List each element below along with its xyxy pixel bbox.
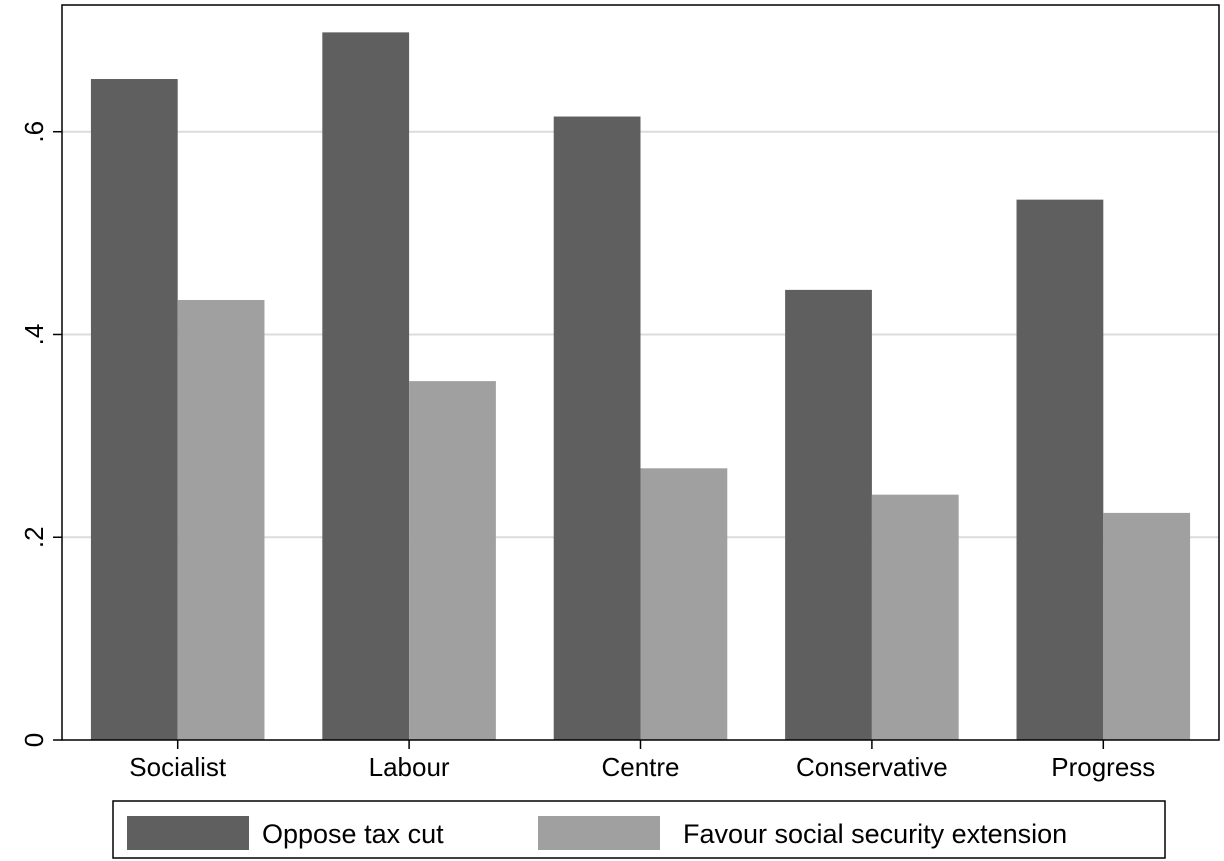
bar-conservative-series-1	[785, 289, 872, 740]
bar-socialist-series-2	[177, 300, 265, 740]
y-tick-label: .4	[19, 324, 49, 346]
bar-centre-series-1	[553, 116, 641, 741]
y-tick-label: .2	[19, 526, 49, 548]
legend-label: Oppose tax cut	[262, 819, 444, 849]
bar-progress-series-1	[1016, 199, 1104, 741]
legend-swatch	[538, 816, 660, 850]
bar-conservative-series-2	[871, 494, 959, 740]
x-tick-label: Conservative	[796, 752, 948, 782]
bar-socialist-series-1	[90, 79, 178, 740]
x-tick-label: Socialist	[129, 752, 227, 782]
bar-labour-series-1	[322, 32, 410, 740]
x-axis: Socialist Labour Centre Conservative Progres…	[129, 740, 1155, 782]
bar-centre-series-2	[640, 468, 728, 740]
y-tick-label: 0	[19, 733, 49, 747]
legend-label: Favour social security extension	[683, 819, 1067, 849]
bar-labour-series-2	[409, 381, 496, 740]
bars	[90, 32, 1191, 741]
y-tick-label: .6	[19, 121, 49, 143]
legend-swatch	[127, 816, 249, 850]
x-tick-label: Progress	[1051, 752, 1155, 782]
x-tick-label: Labour	[369, 752, 450, 782]
x-tick-label: Centre	[601, 752, 679, 782]
y-axis: 0 .2 .4 .6	[19, 121, 62, 747]
legend: Oppose tax cut Favour social security ext…	[112, 800, 1166, 859]
bar-progress-series-2	[1103, 512, 1191, 740]
